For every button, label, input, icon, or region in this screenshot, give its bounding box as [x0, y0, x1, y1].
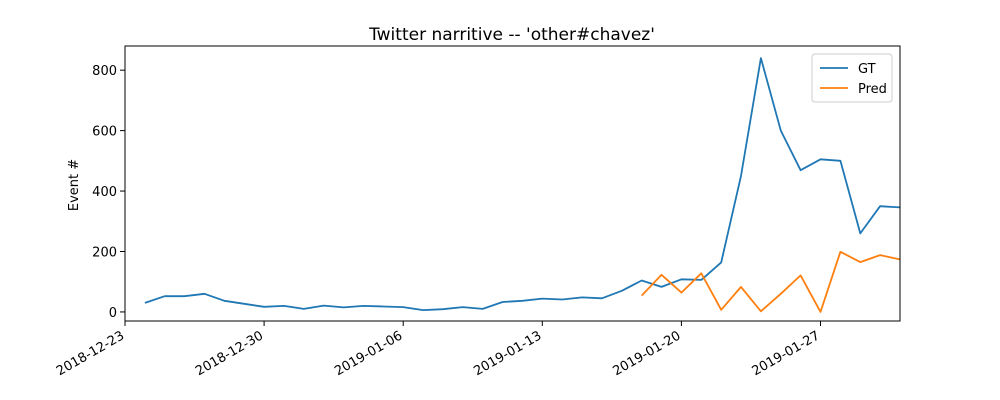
series-line-pred — [641, 250, 901, 313]
data-point-gt — [640, 279, 642, 281]
x-tick-label: 2019-01-27 — [750, 328, 823, 379]
data-point-gt — [740, 175, 742, 177]
data-point-pred — [720, 309, 722, 311]
data-point-gt — [323, 304, 325, 306]
data-point-gt — [700, 279, 702, 281]
data-point-gt — [481, 308, 483, 310]
data-point-gt — [442, 308, 444, 310]
data-point-gt — [819, 158, 821, 160]
data-point-pred — [859, 261, 861, 263]
data-point-gt — [720, 261, 722, 263]
data-point-gt — [243, 303, 245, 305]
data-point-pred — [839, 251, 841, 253]
legend-box — [811, 53, 893, 103]
data-point-gt — [342, 306, 344, 308]
x-tick-label: 2019-01-06 — [332, 328, 405, 379]
data-point-pred — [760, 310, 762, 312]
data-point-gt — [462, 306, 464, 308]
data-point-gt — [223, 300, 225, 302]
y-axis-label: Event # — [67, 159, 82, 211]
data-point-gt — [521, 300, 523, 302]
x-tick-label: 2018-12-23 — [54, 328, 127, 379]
data-point-gt — [760, 57, 762, 59]
data-point-gt — [839, 160, 841, 162]
y-tick-label: 800 — [92, 64, 117, 79]
data-point-gt — [879, 205, 881, 207]
data-point-gt — [799, 169, 801, 171]
data-point-gt — [164, 295, 166, 297]
legend-label-pred: Pred — [858, 82, 887, 97]
data-point-pred — [640, 294, 642, 296]
data-point-pred — [680, 291, 682, 293]
data-point-gt — [422, 309, 424, 311]
data-point-gt — [183, 295, 185, 297]
data-point-gt — [501, 301, 503, 303]
data-point-gt — [859, 232, 861, 234]
data-point-gt — [303, 308, 305, 310]
legend: GT Pred — [811, 53, 893, 103]
y-tick-label: 0 — [109, 306, 117, 321]
data-point-gt — [680, 278, 682, 280]
data-point-gt — [780, 129, 782, 131]
data-point-pred — [740, 286, 742, 288]
data-point-gt — [561, 298, 563, 300]
data-point-pred — [879, 254, 881, 256]
data-point-gt — [382, 305, 384, 307]
data-point-gt — [144, 302, 146, 304]
data-point-gt — [263, 306, 265, 308]
data-point-gt — [601, 297, 603, 299]
data-point-pred — [660, 274, 662, 276]
x-tick-label: 2018-12-30 — [193, 328, 266, 379]
data-point-pred — [780, 293, 782, 295]
data-point-gt — [541, 297, 543, 299]
data-point-gt — [402, 306, 404, 308]
data-point-gt — [283, 305, 285, 307]
data-point-gt — [581, 296, 583, 298]
legend-label-gt: GT — [858, 62, 876, 77]
series-line-gt — [144, 57, 901, 312]
chart-title: Twitter narritive -- 'other#chavez' — [368, 25, 655, 45]
data-point-pred — [700, 272, 702, 274]
data-point-gt — [660, 286, 662, 288]
y-tick-label: 400 — [92, 185, 117, 200]
data-point-gt — [621, 290, 623, 292]
plot-area: 0 200 400 600 800 2018-12-23 2018-12-30 2019-01… — [54, 57, 901, 379]
x-tick-label: 2019-01-20 — [610, 328, 683, 379]
y-tick-label: 600 — [92, 125, 117, 140]
data-point-gt — [362, 305, 364, 307]
y-tick-label: 200 — [92, 245, 117, 260]
x-tick-label: 2019-01-13 — [471, 328, 544, 379]
plot-frame — [124, 45, 901, 322]
data-point-pred — [799, 274, 801, 276]
data-point-pred — [819, 311, 821, 313]
data-point-gt — [203, 293, 205, 295]
